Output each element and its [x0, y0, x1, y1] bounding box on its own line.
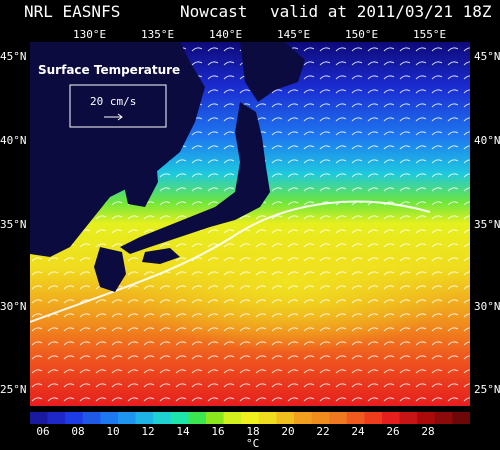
colorbar-tick: 14: [176, 425, 190, 438]
lat-label-35-left: 35°N: [0, 218, 27, 231]
colorbar-swatch: [65, 412, 84, 424]
lat-label-25-left: 25°N: [0, 383, 27, 396]
colorbar-tick: 26: [386, 425, 400, 438]
header-model-name: NRL EASNFS: [24, 2, 121, 21]
colorbar-tick: 08: [71, 425, 85, 438]
colorbar-swatch: [294, 412, 313, 424]
lat-label-30-left: 30°N: [0, 300, 27, 313]
lon-label-135: 135°E: [141, 28, 175, 41]
vector-scale-label: 20 cm/s: [90, 95, 136, 108]
colorbar-swatch: [30, 412, 49, 424]
colorbar-swatch: [417, 412, 436, 424]
colorbar-swatch: [329, 412, 348, 424]
land-korea: [122, 147, 158, 207]
colorbar-tick: 28: [421, 425, 435, 438]
colorbar-swatch: [206, 412, 225, 424]
colorbar-swatch: [434, 412, 453, 424]
field-label: Surface Temperature: [38, 63, 180, 77]
colorbar-tick: 16: [211, 425, 225, 438]
lat-label-45-left: 45°N: [0, 50, 27, 63]
colorbar-swatch: [364, 412, 383, 424]
colorbar-swatch: [382, 412, 401, 424]
vector-scale-arrow: [104, 113, 123, 121]
colorbar-swatch: [188, 412, 207, 424]
colorbar-swatch: [135, 412, 154, 424]
colorbar-tick: 10: [106, 425, 120, 438]
lat-label-35-right: 35°N: [474, 218, 500, 231]
lon-label-155: 155°E: [413, 28, 447, 41]
lat-label-45-right: 45°N: [474, 50, 500, 63]
land-asia: [30, 42, 205, 257]
colorbar-tick: 24: [351, 425, 365, 438]
lat-label-40-right: 40°N: [474, 134, 500, 147]
colorbar-swatch: [241, 412, 260, 424]
colorbar-swatch: [399, 412, 418, 424]
colorbar-swatch: [276, 412, 295, 424]
land-hokkaido: [240, 42, 305, 102]
colorbar-tick: 06: [36, 425, 50, 438]
colorbar-tick: 22: [316, 425, 330, 438]
colorbar-swatch: [452, 412, 470, 424]
colorbar-swatch: [258, 412, 277, 424]
colorbar-swatch: [346, 412, 365, 424]
colorbar-tick: 20: [281, 425, 295, 438]
colorbar-swatch: [153, 412, 172, 424]
colorbar-unit: °C: [246, 437, 260, 450]
sst-map: Surface Temperature 20 cm/s: [30, 42, 470, 406]
colorbar-swatch: [100, 412, 119, 424]
land-kyushu: [94, 247, 126, 292]
lon-label-130: 130°E: [73, 28, 107, 41]
colorbar-swatch: [311, 412, 330, 424]
lat-label-30-right: 30°N: [474, 300, 500, 313]
vector-legend-box: [69, 84, 167, 128]
colorbar: [30, 412, 470, 424]
lat-label-40-left: 40°N: [0, 134, 27, 147]
lon-label-140: 140°E: [209, 28, 243, 41]
lat-label-25-right: 25°N: [474, 383, 500, 396]
colorbar-swatch: [223, 412, 242, 424]
lon-label-150: 150°E: [345, 28, 379, 41]
colorbar-swatch: [82, 412, 101, 424]
header-valid-time: valid at 2011/03/21 18Z: [270, 2, 492, 21]
colorbar-swatch: [118, 412, 137, 424]
colorbar-tick: 18: [246, 425, 260, 438]
lon-label-145: 145°E: [277, 28, 311, 41]
colorbar-tick: 12: [141, 425, 155, 438]
land-honshu: [120, 102, 270, 254]
colorbar-swatch: [170, 412, 189, 424]
land-shikoku: [142, 248, 180, 264]
colorbar-swatch: [47, 412, 66, 424]
header-product: Nowcast: [180, 2, 248, 21]
